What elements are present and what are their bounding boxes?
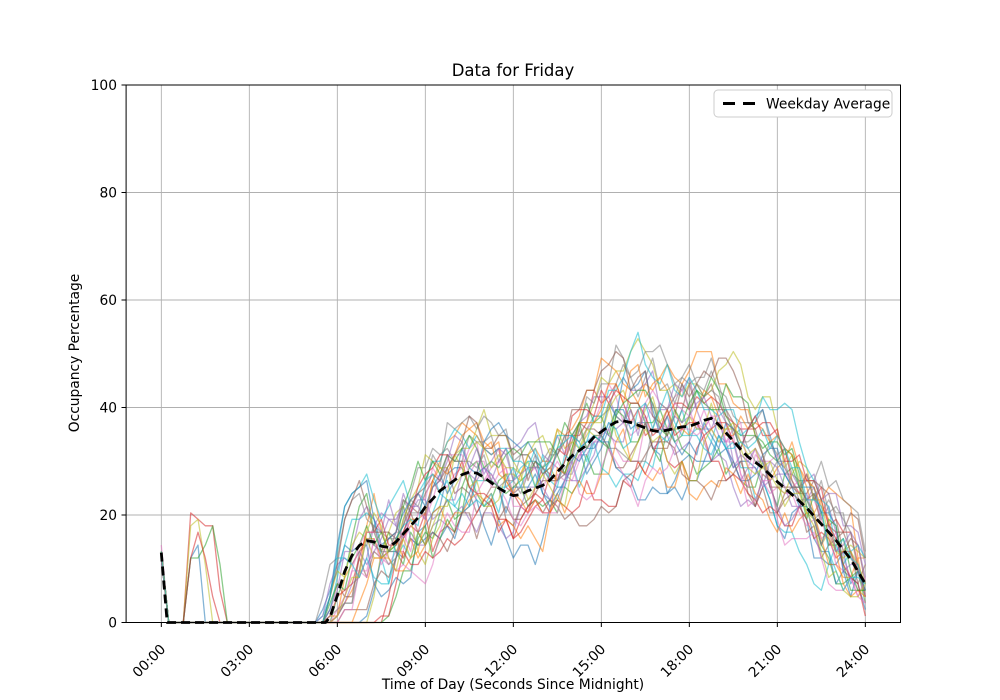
gridlines	[126, 84, 901, 623]
series-lines	[159, 331, 867, 624]
legend-entry-label: Weekday Average	[766, 97, 890, 113]
x-tick-label: 12:00	[482, 642, 521, 681]
y-tick-label: 80	[99, 186, 117, 202]
legend-box	[713, 89, 893, 118]
x-tick-label: 21:00	[746, 642, 785, 681]
y-tick-label: 0	[108, 616, 117, 632]
x-tick-label: 24:00	[834, 642, 873, 681]
chart-title: Data for Friday	[452, 61, 575, 80]
x-tick-label: 00:00	[130, 642, 169, 681]
y-tick-label: 20	[99, 508, 117, 524]
x-tick-label: 06:00	[306, 642, 345, 681]
x-tick-label: 03:00	[218, 642, 257, 681]
x-axis-label: Time of Day (Seconds Since Midnight)	[381, 677, 644, 693]
average-line	[159, 416, 867, 624]
y-tick-label: 100	[91, 78, 117, 94]
x-tick-label: 15:00	[570, 642, 609, 681]
x-tick-label: 18:00	[658, 642, 697, 681]
y-tick-label: 60	[99, 293, 117, 309]
y-axis-label: Occupancy Percentage	[67, 274, 83, 432]
x-tick-label: 09:00	[394, 642, 433, 681]
y-tick-label: 40	[99, 401, 117, 417]
legend: Weekday Average	[713, 89, 893, 118]
